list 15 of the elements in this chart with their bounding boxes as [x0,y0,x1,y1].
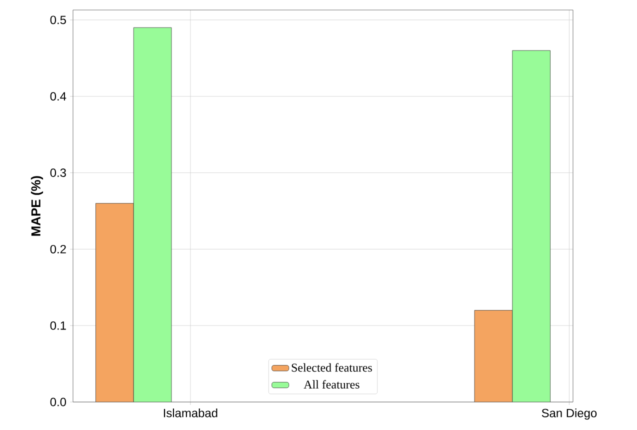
x-tick-label: San Diego [542,408,597,420]
legend-label: All features [304,380,360,389]
y-tick-label: 0.0 [50,398,66,406]
y-tick-label: 0.5 [50,16,66,24]
bar [96,203,134,402]
bar [474,310,513,402]
y-tick-label: 0.2 [50,244,66,254]
x-tick-label: Islamabad [164,408,218,418]
y-tick-label: 0.4 [50,92,66,101]
y-tick-label: 0.1 [50,321,66,330]
bar [512,50,550,402]
bar [133,27,172,402]
y-tick-label: 0.3 [50,168,66,177]
legend-label: Selected features [292,363,372,372]
y-axis-title: MAPE (%) [30,176,44,236]
